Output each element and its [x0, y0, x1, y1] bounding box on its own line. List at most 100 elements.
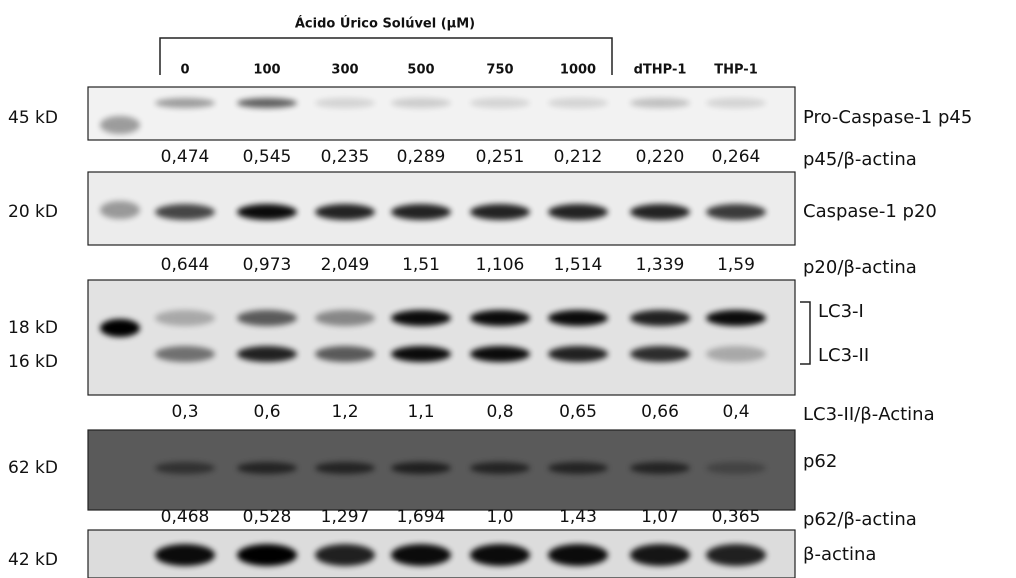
ratio-value: 0,644: [161, 255, 210, 275]
protein-band: [706, 346, 766, 362]
ratio-value: 0,545: [243, 147, 292, 167]
protein-band: [470, 310, 530, 326]
molecular-weight-marker: 20 kD: [8, 202, 58, 222]
protein-band: [630, 98, 690, 108]
ratio-value: 1,2: [331, 402, 358, 422]
protein-band: [548, 310, 608, 326]
protein-band: [237, 204, 297, 220]
ratio-value: 1,106: [476, 255, 525, 275]
protein-band: [315, 346, 375, 362]
protein-band: [155, 462, 215, 474]
protein-band: [630, 310, 690, 326]
protein-band: [391, 544, 451, 566]
ratio-value: 1,297: [321, 507, 370, 527]
protein-band: [706, 544, 766, 566]
protein-band: [237, 346, 297, 362]
protein-band: [237, 462, 297, 474]
ratio-value: 1,59: [717, 255, 755, 275]
ratio-value: 1,1: [407, 402, 434, 422]
ladder-band: [100, 319, 140, 337]
lane-bracket: [159, 37, 613, 75]
ratio-value: 0,289: [397, 147, 446, 167]
protein-band: [548, 462, 608, 474]
protein-band: [630, 346, 690, 362]
title: Ácido Úrico Solúvel (µM): [295, 16, 475, 32]
ratio-value: 0,474: [161, 147, 210, 167]
blot-panel: [87, 86, 796, 141]
protein-band: [391, 462, 451, 474]
protein-band: [630, 204, 690, 220]
molecular-weight-marker: 42 kD: [8, 550, 58, 570]
ratio-value: 0,528: [243, 507, 292, 527]
protein-band: [155, 346, 215, 362]
ratio-value: 0,4: [722, 402, 749, 422]
lane-label: 0: [180, 63, 189, 78]
protein-band: [155, 98, 215, 108]
ratio-label: p20/β-actina: [803, 257, 917, 278]
ratio-value: 1,339: [636, 255, 685, 275]
protein-label: p62: [803, 451, 837, 472]
protein-band: [470, 204, 530, 220]
lane-label: 100: [253, 63, 280, 78]
protein-band: [706, 462, 766, 474]
ratio-value: 0,973: [243, 255, 292, 275]
protein-label: Pro-Caspase-1 p45: [803, 107, 972, 128]
protein-band: [548, 544, 608, 566]
protein-label: LC3-II: [818, 345, 869, 366]
ratio-value: 1,514: [554, 255, 603, 275]
protein-band: [155, 544, 215, 566]
protein-band: [706, 310, 766, 326]
protein-label: Caspase-1 p20: [803, 201, 937, 222]
ratio-value: 0,65: [559, 402, 597, 422]
ladder-band: [100, 116, 140, 134]
protein-label: LC3-I: [818, 301, 864, 322]
protein-band: [706, 98, 766, 108]
ratio-value: 1,43: [559, 507, 597, 527]
protein-band: [237, 310, 297, 326]
protein-band: [391, 310, 451, 326]
lane-label: 750: [486, 63, 513, 78]
protein-band: [315, 544, 375, 566]
ratio-value: 0,212: [554, 147, 603, 167]
protein-band: [155, 310, 215, 326]
ratio-value: 1,694: [397, 507, 446, 527]
protein-label: β-actina: [803, 544, 876, 565]
lane-label: 300: [331, 63, 358, 78]
ratio-label: LC3-II/β-Actina: [803, 404, 935, 425]
ratio-label: p45/β-actina: [803, 149, 917, 170]
ratio-value: 0,235: [321, 147, 370, 167]
ratio-label: p62/β-actina: [803, 509, 917, 530]
ratio-value: 1,07: [641, 507, 679, 527]
blot-panel: [87, 279, 796, 396]
protein-band: [315, 98, 375, 108]
protein-band: [470, 462, 530, 474]
protein-band: [630, 462, 690, 474]
lane-label: 500: [407, 63, 434, 78]
protein-band: [706, 204, 766, 220]
ratio-value: 0,251: [476, 147, 525, 167]
ratio-value: 0,220: [636, 147, 685, 167]
protein-band: [548, 204, 608, 220]
ratio-value: 0,468: [161, 507, 210, 527]
ladder-band: [100, 201, 140, 219]
lane-label: dTHP-1: [634, 63, 687, 78]
protein-band: [315, 462, 375, 474]
protein-band: [470, 98, 530, 108]
protein-band: [470, 346, 530, 362]
lane-label: THP-1: [714, 63, 758, 78]
protein-band: [391, 204, 451, 220]
ratio-value: 1,51: [402, 255, 440, 275]
ratio-value: 0,365: [712, 507, 761, 527]
protein-band: [391, 98, 451, 108]
protein-band: [470, 544, 530, 566]
protein-band: [548, 98, 608, 108]
protein-band: [237, 544, 297, 566]
lane-label: 1000: [560, 63, 596, 78]
protein-band: [630, 544, 690, 566]
protein-band: [391, 346, 451, 362]
ratio-value: 0,66: [641, 402, 679, 422]
molecular-weight-marker: 45 kD: [8, 108, 58, 128]
protein-band: [548, 346, 608, 362]
protein-band: [315, 204, 375, 220]
